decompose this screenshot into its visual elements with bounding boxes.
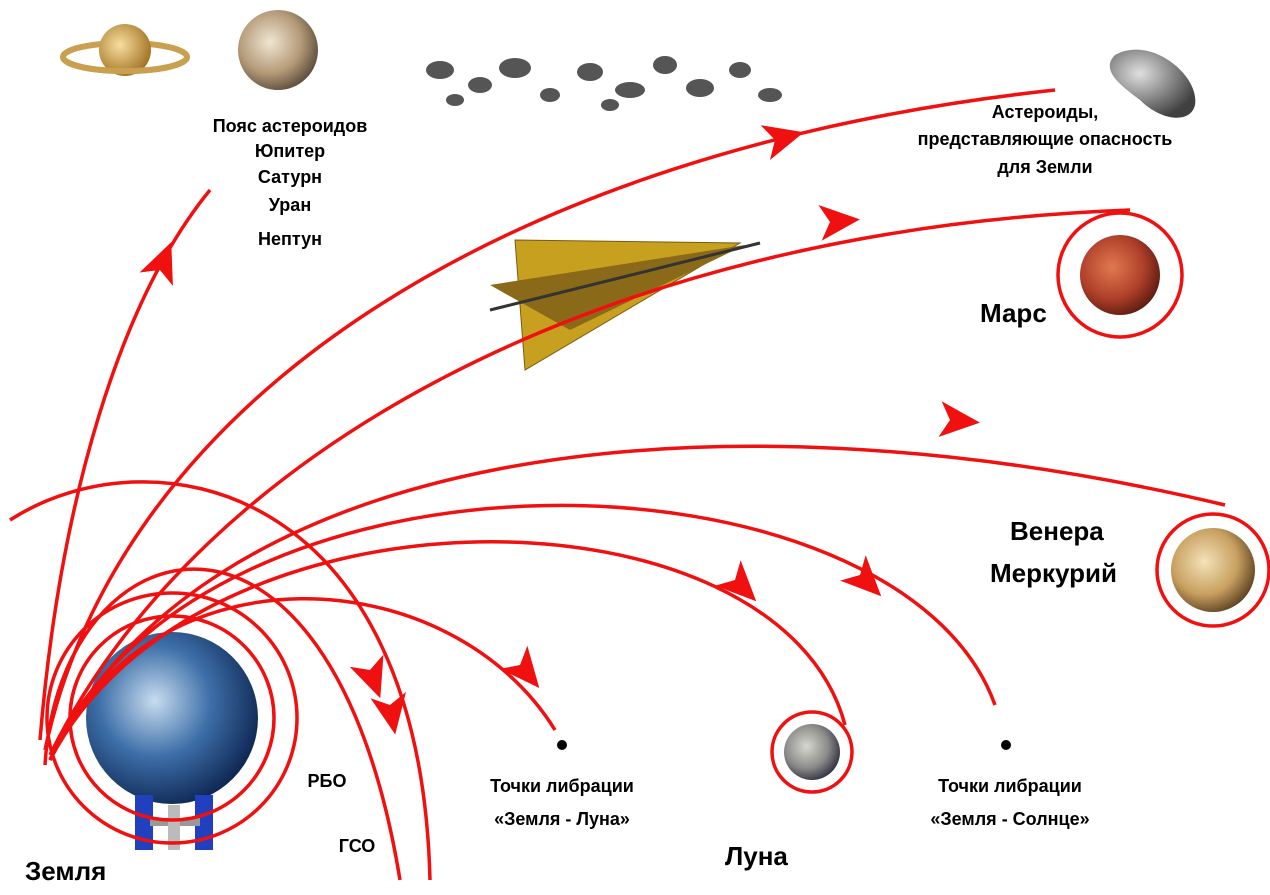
venus <box>1171 528 1255 612</box>
label: представляющие опасность <box>918 129 1173 149</box>
label: «Земля - Солнце» <box>930 809 1089 829</box>
label: Пояс астероидов <box>213 116 368 136</box>
jupiter <box>238 10 318 90</box>
label: Точки либрации <box>938 776 1082 796</box>
label: для Земли <box>997 157 1092 177</box>
mars <box>1080 235 1160 315</box>
diagram: Пояс астероидов Юпитер Сатурн Уран Непту… <box>0 0 1270 895</box>
moon <box>784 724 840 780</box>
libration-point <box>1001 740 1011 750</box>
label: Юпитер <box>255 141 325 161</box>
label: Меркурий <box>990 558 1117 588</box>
arrows <box>140 115 982 738</box>
label: Земля <box>25 856 106 886</box>
label: ГСО <box>339 836 376 856</box>
label: Венера <box>1010 516 1104 546</box>
label: Сатурн <box>258 167 322 187</box>
label: Марс <box>980 298 1047 328</box>
label: Уран <box>269 195 311 215</box>
label: Луна <box>725 841 788 871</box>
asteroid-belt <box>426 56 782 111</box>
saturn <box>63 24 187 76</box>
label: Астероиды, <box>992 102 1098 122</box>
libration-point <box>557 740 567 750</box>
earth <box>86 632 258 804</box>
asteroid <box>1110 50 1196 118</box>
label: «Земля - Луна» <box>494 809 630 829</box>
label: Точки либрации <box>490 776 634 796</box>
label: Нептун <box>258 229 322 249</box>
label: РБО <box>308 771 347 791</box>
solar-sail <box>490 240 760 370</box>
